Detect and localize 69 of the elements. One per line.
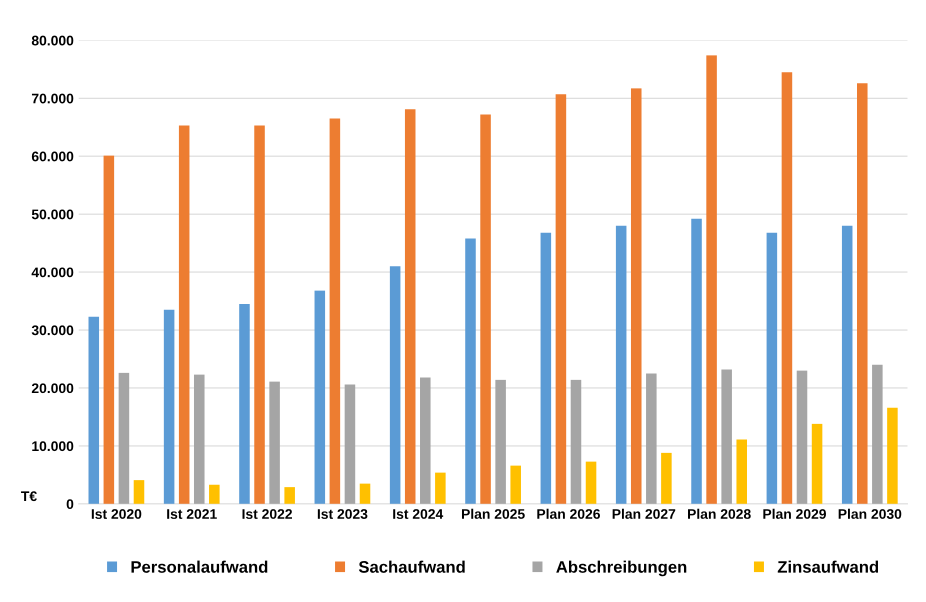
bar <box>570 380 582 504</box>
bar <box>495 380 506 504</box>
bar <box>857 83 868 504</box>
bar <box>872 364 883 504</box>
y-tick-label: 10.000 <box>32 441 74 452</box>
bar <box>435 472 446 504</box>
bar <box>239 304 250 504</box>
x-tick-label: Plan 2027 <box>612 508 676 519</box>
bar <box>646 374 657 504</box>
y-tick-label: 40.000 <box>32 267 74 278</box>
x-tick-label: Plan 2030 <box>838 508 902 519</box>
bar <box>540 232 552 504</box>
bar <box>766 232 778 504</box>
bar <box>118 372 130 504</box>
bar <box>314 290 326 504</box>
bar <box>510 466 521 504</box>
bar <box>134 480 144 504</box>
legend-label: Personalaufwand <box>132 560 268 573</box>
bar <box>344 384 356 504</box>
x-tick-label: Plan 2025 <box>462 508 525 519</box>
x-tick-label: Ist 2024 <box>393 509 444 519</box>
bar <box>630 88 642 504</box>
bar <box>616 226 626 504</box>
bar <box>390 266 400 504</box>
bar <box>796 370 808 504</box>
legend-label: Zinsaufwand <box>778 560 878 573</box>
bar <box>706 55 717 504</box>
bar <box>209 484 220 504</box>
y-tick-label: 60.000 <box>32 152 74 162</box>
y-tick-label: 30.000 <box>32 325 74 336</box>
bar <box>254 126 265 504</box>
legend-label: Sachaufwand <box>358 560 465 573</box>
bar <box>782 72 792 504</box>
x-tick-label: Ist 2022 <box>242 509 292 519</box>
bar <box>194 374 205 504</box>
bar <box>465 238 476 504</box>
bar <box>556 94 566 504</box>
bar <box>842 226 852 504</box>
y-tick-label: 20.000 <box>32 383 74 394</box>
bar <box>661 452 672 504</box>
bar <box>586 462 596 504</box>
y-tick-label: 70.000 <box>32 94 74 104</box>
x-tick-label: Ist 2020 <box>92 509 142 519</box>
bar <box>420 378 431 504</box>
x-tick-label: Ist 2021 <box>167 509 217 519</box>
y-tick-label: 80.000 <box>32 36 74 46</box>
bar <box>269 382 280 504</box>
legend-label: Abschreibungen <box>556 560 686 576</box>
bar <box>284 487 295 504</box>
y-tick-label: 0 <box>66 499 74 510</box>
y-tick-label: 50.000 <box>32 209 74 220</box>
bar <box>691 218 702 504</box>
x-tick-label: Plan 2029 <box>763 508 826 519</box>
x-tick-label: Plan 2028 <box>688 508 751 519</box>
bar <box>360 484 370 504</box>
bar <box>164 310 174 504</box>
bar <box>480 114 491 504</box>
bar <box>736 440 747 504</box>
bar <box>104 156 114 504</box>
x-tick-label: Plan 2026 <box>537 508 600 519</box>
bar <box>887 408 898 504</box>
bar <box>812 424 822 504</box>
x-tick-label: Ist 2023 <box>318 509 368 519</box>
bar <box>404 109 416 504</box>
y-axis-title: T€ <box>21 491 37 502</box>
bar <box>721 369 732 504</box>
bar <box>88 316 100 504</box>
bar <box>178 126 190 504</box>
bar <box>330 118 340 504</box>
